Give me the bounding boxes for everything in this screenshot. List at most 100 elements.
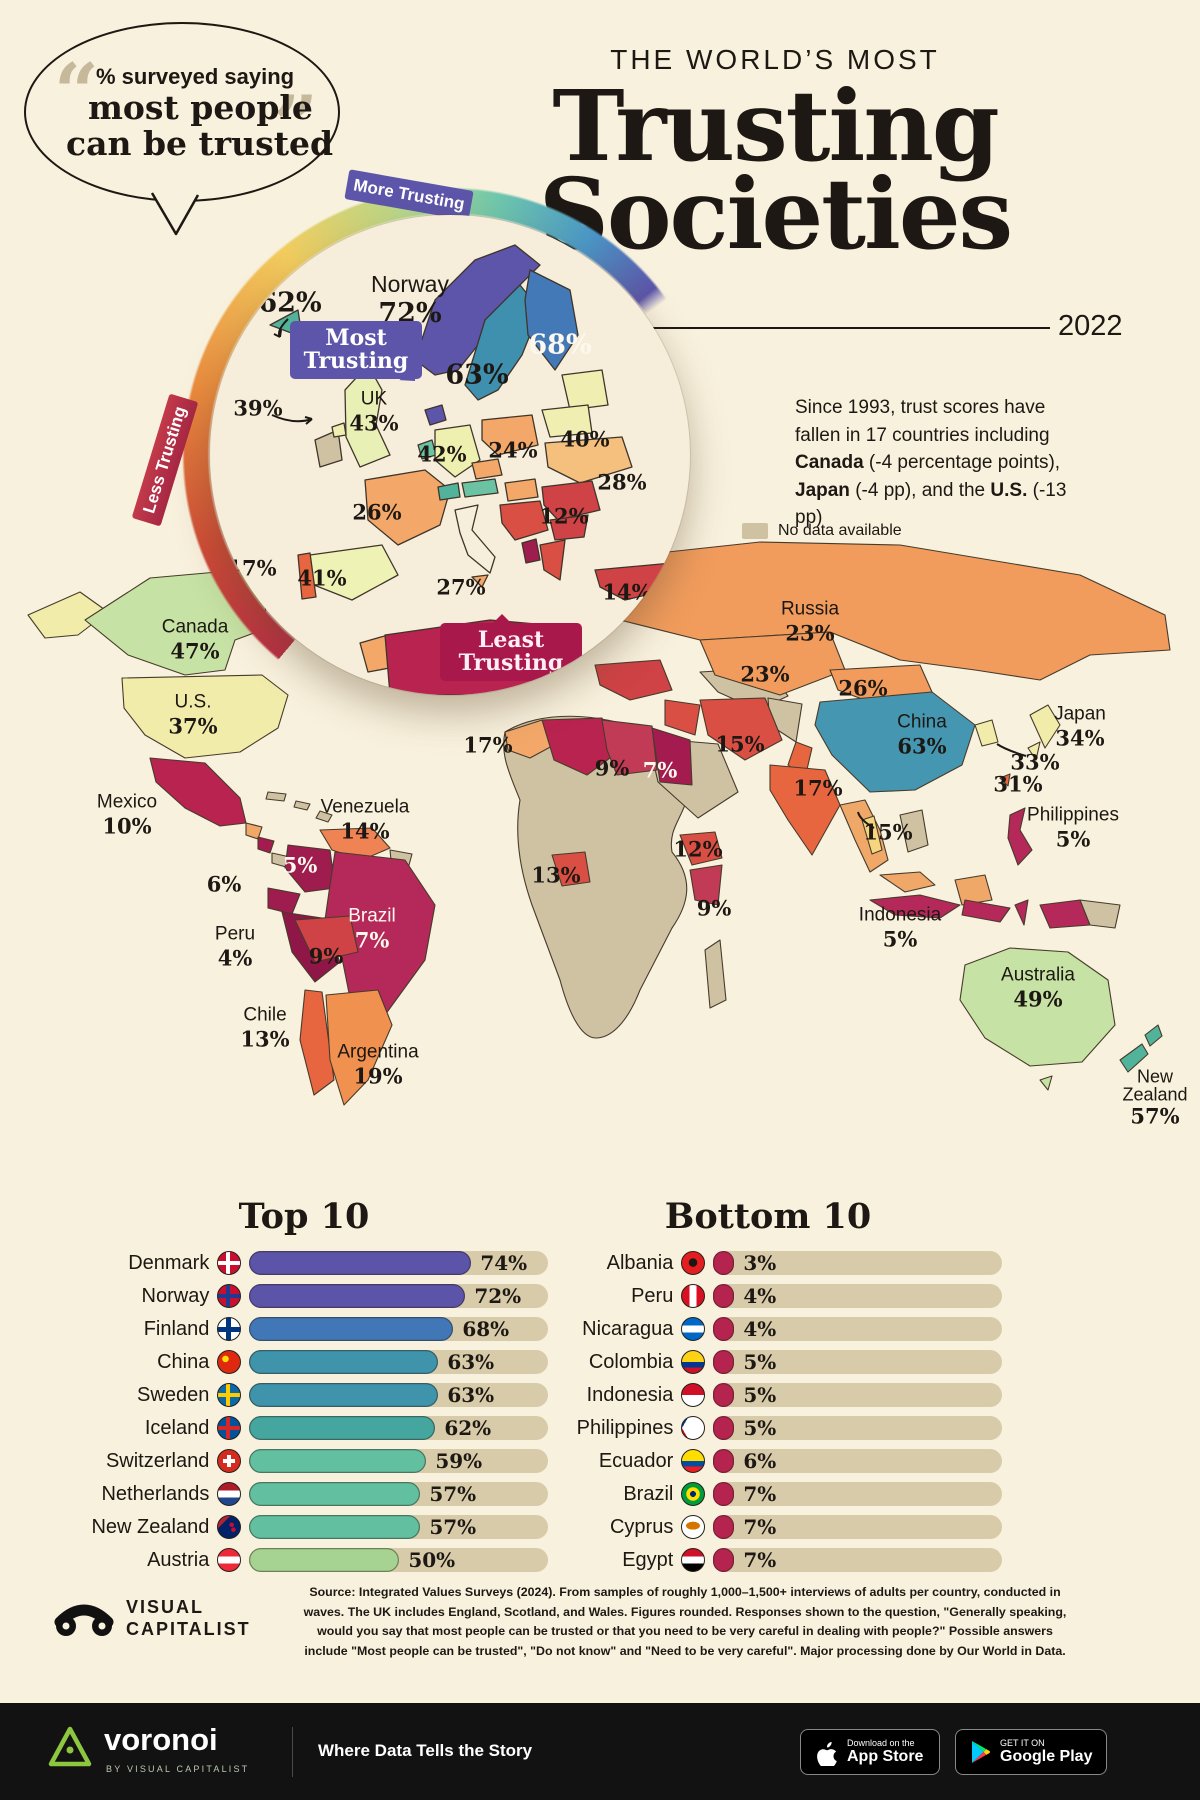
world-map [27,541,1171,1106]
map-value: 13% [531,862,581,888]
europe-label-uk-43-: UK 43% [349,389,398,436]
top10-row-denmark: Denmark 74% [60,1251,548,1275]
bar-sweden [249,1383,439,1407]
bar-value: 62% [444,1416,492,1440]
map-value: 10% [102,813,152,839]
google-play-badge[interactable]: GET IT ON Google Play [955,1729,1107,1775]
top10-row-austria: Austria 50% [60,1548,548,1572]
bar-track: 57% [249,1515,548,1539]
vc-line1: VISUAL [126,1597,205,1618]
voronoi-subtitle: BY VISUAL CAPITALIST [106,1764,250,1774]
bar-track: 3% [713,1251,1002,1275]
annotation-arrows [271,318,313,425]
country-label: Colombia [588,1350,674,1373]
least-trusting-callout: Least Trusting [440,613,582,682]
least-trusting-line1: Least [477,627,545,653]
bar-value: 63% [447,1350,495,1374]
flag-albania-icon [681,1251,706,1275]
bottom10-row-brazil: Brazil 7% [534,1482,1002,1506]
bar-track: 74% [249,1251,548,1275]
bar-nicaragua [713,1317,735,1341]
country-label: Norway [141,1284,210,1307]
top10-row-china: China 63% [60,1350,548,1374]
map-country-name: China [897,711,947,733]
top10-column: Top 10 Denmark 74% Norway 72% Finland 68% Chin… [60,1196,548,1581]
visual-capitalist-logo: VISUAL CAPITALIST [52,1596,251,1642]
app-store-badge[interactable]: Download on the App Store [800,1729,940,1775]
map-value: 33% [1010,749,1060,775]
map-value: 19% [353,1063,403,1089]
map-value: 9% [308,943,344,969]
bar-track: 63% [249,1383,548,1407]
flag-brazil-icon [681,1482,706,1506]
bottom10-row-philippines: Philippines 5% [534,1416,1002,1440]
map-value: 47% [170,638,220,664]
map-country-name: Venezuela [320,796,410,818]
bar-track: 5% [713,1383,1002,1407]
bar-netherlands [249,1482,421,1506]
map-country-name: Peru [214,923,256,945]
most-trusting-callout: Most Trusting [290,321,422,380]
map-label--5-: 5% [283,853,318,878]
europe-label--41-: 41% [297,566,346,591]
map-label-argentina-19-: Argentina 19% [337,1042,418,1089]
most-trusting-line2: Trusting [303,348,409,375]
bar-value: 7% [743,1548,777,1572]
europe-country-name: Norway [371,271,449,297]
map-label-mexico-10-: Mexico 10% [97,792,157,839]
country-label: Egypt [622,1548,674,1571]
country-label: Indonesia [586,1383,674,1406]
europe-label--63-: 63% [445,360,508,391]
map-label-chile-13-: Chile 13% [240,1005,289,1052]
europe-label--14-: 14% [602,580,651,605]
map-label-canada-47-: Canada 47% [162,617,229,664]
country-label: Cyprus [609,1515,674,1538]
map-annotation-arrows [857,743,1027,829]
note-bold-us: U.S. [990,479,1028,501]
note-text: (-4 pp), and the [849,479,991,501]
europe-value: 28% [597,469,647,495]
note-text: (-13 pp) [795,479,1067,529]
map-label-peru-4-: Peru 4% [215,924,255,971]
bottom10-row-indonesia: Indonesia 5% [534,1383,1002,1407]
note-text: Since 1993, trust scores have fallen in … [795,397,1050,446]
country-label: Nicaragua [582,1317,674,1340]
bar-track: 4% [713,1317,1002,1341]
europe-label--28-: 28% [597,470,646,495]
europe-magnifier-circle: 62% Norway 72% 68% 63% 39% UK 43% 42% 24% 40% 28% 26… [210,215,690,695]
map-value: 14% [340,818,390,844]
country-label: China [157,1350,210,1373]
flag-colombia-icon [681,1350,706,1374]
map-value: 17% [463,732,513,758]
country-label: Netherlands [101,1482,210,1505]
flag-indonesia-icon [681,1383,706,1407]
bottom10-rows: Albania 3% Peru 4% Nicaragua 4% Colombia 5% Indo… [534,1251,1002,1572]
bar-norway [249,1284,466,1308]
country-label: Philippines [576,1416,674,1439]
map-value: 57% [1130,1103,1180,1129]
bar-value: 5% [743,1416,777,1440]
bottom10-row-nicaragua: Nicaragua 4% [534,1317,1002,1341]
europe-label--17-: 17% [227,556,276,581]
europe-value: 14% [602,579,652,605]
country-label: Albania [606,1251,674,1274]
bar-value: 5% [743,1350,777,1374]
map-value: 49% [1013,986,1063,1012]
world-map-area: Canada 47% U.S. 37% Mexico 10% Venezuela 14% 5% 6… [0,520,1200,1140]
bar-new-zealand [249,1515,421,1539]
map-label--23-: 23% [740,662,789,687]
bar-value: 50% [408,1548,456,1572]
europe-label--12-: 12% [539,504,588,529]
flag-philippines-icon [681,1416,706,1440]
bar-finland [249,1317,454,1341]
map-value: 23% [740,661,790,687]
top10-row-norway: Norway 72% [60,1284,548,1308]
map-value: 7% [642,757,678,783]
bar-philippines [713,1416,735,1440]
note-bold-canada: Canada [795,452,864,474]
europe-value: 27% [436,574,486,600]
bar-switzerland [249,1449,427,1473]
footer-tagline: Where Data Tells the Story [318,1741,533,1760]
map-value: 31% [993,771,1043,797]
europe-label--26-: 26% [352,500,401,525]
